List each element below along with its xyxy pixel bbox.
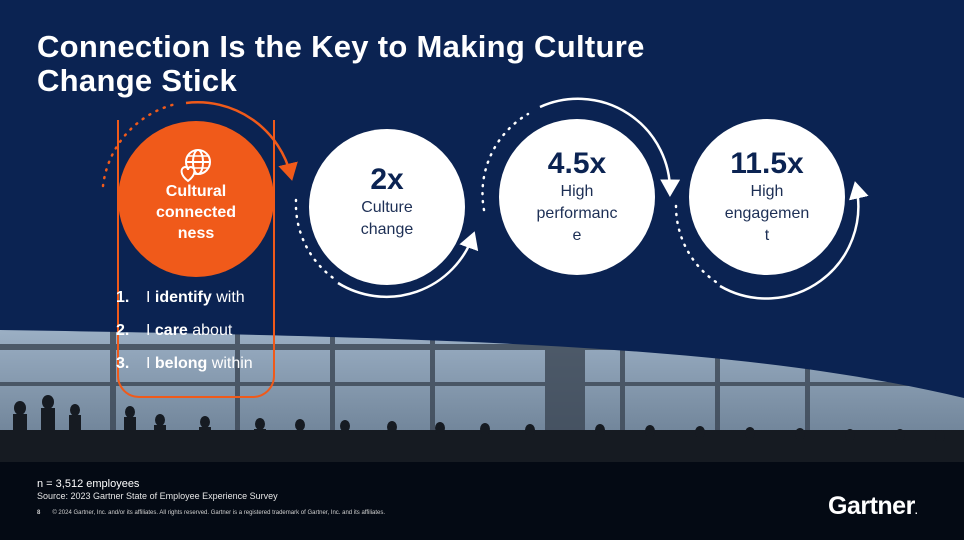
page-number: 8 — [37, 510, 41, 516]
orange-arrow-arc — [185, 101, 298, 181]
white-arrow-arc-3 — [719, 181, 869, 300]
outcome-label-line: High — [560, 183, 594, 200]
outcome-label-line: change — [360, 221, 414, 238]
slide-title: Connection Is the Key to Making Culture … — [37, 30, 857, 98]
list-text-pre: I — [146, 322, 155, 339]
copyright-text: © 2024 Gartner, Inc. and/or its affiliat… — [52, 510, 386, 516]
list-item: 2. I care about — [116, 321, 286, 354]
outcome-label-line: High — [750, 183, 784, 200]
white-dotted-arc-2 — [481, 112, 530, 212]
outcome-circle-high-performance: 4.5x High performanc e — [499, 119, 655, 275]
list-text-post: about — [187, 322, 233, 339]
white-dotted-arc-3 — [674, 204, 718, 284]
white-arrow-arc-2 — [539, 97, 681, 197]
outcome-label-line: Culture — [361, 199, 413, 216]
list-text-bold: care — [154, 322, 188, 339]
list-number: 1. — [116, 289, 130, 306]
list-item: 1. I identify with — [116, 288, 286, 321]
copyright-line: 8 © 2024 Gartner, Inc. and/or its affilia… — [37, 509, 385, 517]
list-text-pre: I — [146, 355, 155, 372]
outcome-multiplier: 11.5x — [730, 147, 804, 180]
outcome-label-line: performanc — [536, 205, 618, 222]
list-text-post: within — [207, 355, 253, 372]
outcome-circle-high-engagement: 11.5x High engagemen t — [689, 119, 845, 275]
outcome-label-line: engagemen — [724, 205, 810, 222]
logo-mark: . — [914, 506, 918, 517]
footer-bar — [0, 462, 964, 540]
driver-label-line: Cultural — [165, 183, 227, 200]
sample-size-note: n = 3,512 employees — [37, 478, 140, 490]
list-item: 3. I belong within — [116, 354, 286, 387]
title-line-2: Change Stick — [37, 63, 237, 98]
outcome-circle-culture-change: 2x Culture change — [309, 129, 465, 285]
title-line-1: Connection Is the Key to Making Culture — [37, 29, 645, 64]
list-text-post: with — [211, 289, 245, 306]
driver-statement-list: 1. I identify with 2. I care about 3. I bel… — [116, 288, 286, 387]
source-note: Source: 2023 Gartner State of Employee E… — [37, 491, 278, 501]
driver-card-outline — [117, 120, 275, 398]
driver-label-line: connected — [155, 204, 236, 221]
outcome-multiplier: 2x — [370, 163, 404, 196]
globe-heart-icon — [180, 149, 211, 183]
list-text-bold: belong — [154, 355, 208, 372]
list-number: 2. — [116, 322, 130, 339]
list-number: 3. — [116, 355, 130, 372]
outcome-label-line: t — [764, 227, 770, 244]
logo-text: Gartner — [828, 492, 915, 520]
list-text-bold: identify — [154, 289, 212, 306]
driver-label-line: ness — [177, 225, 215, 242]
white-arrow-arc-1 — [337, 231, 479, 298]
outcome-multiplier: 4.5x — [547, 147, 607, 180]
outcome-label-line: e — [572, 227, 582, 244]
cultural-connectedness-circle: Cultural connected ness — [118, 121, 274, 277]
driver-label: Cultural connected ness — [118, 181, 274, 244]
gartner-logo: Gartner. — [828, 492, 918, 521]
list-text-pre: I — [146, 289, 155, 306]
